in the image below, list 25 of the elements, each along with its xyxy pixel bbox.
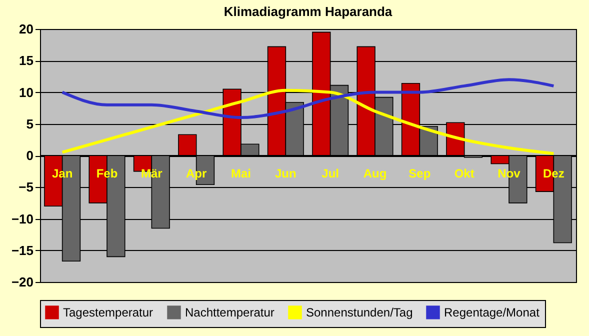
x-tick-label: Jul <box>322 166 340 180</box>
legend-label: Tagestemperatur <box>63 305 154 320</box>
y-tick-label: −20 <box>11 274 34 290</box>
y-tick-label: 5 <box>26 116 34 132</box>
y-tick-label: 0 <box>26 148 34 163</box>
x-tick-label: Okt <box>454 166 474 180</box>
x-tick-label: Sep <box>408 166 431 180</box>
y-tick-label: −15 <box>11 242 34 258</box>
y-tick-label: −10 <box>11 211 34 226</box>
x-tick-label: Dez <box>542 166 564 180</box>
x-tick-label: Jun <box>274 166 296 180</box>
x-tick-label: Aug <box>363 166 387 180</box>
y-tick-label: 10 <box>19 84 34 100</box>
x-tick-label: Mai <box>230 166 252 180</box>
line-series <box>60 88 556 156</box>
legend-label: Sonnenstunden/Tag <box>306 305 413 320</box>
chart-title: Klimadiagramm Haparanda <box>224 4 393 19</box>
legend-label: Nachttemperatur <box>185 305 274 320</box>
y-tick-label: −5 <box>18 180 34 195</box>
line-series <box>60 78 556 120</box>
x-tick-label: Jan <box>52 166 73 180</box>
y-tick-label: 20 <box>19 22 34 36</box>
y-tick-label: 15 <box>19 53 34 68</box>
x-tick-label: Feb <box>96 166 118 180</box>
legend-label: Regentage/Monat <box>444 305 540 320</box>
